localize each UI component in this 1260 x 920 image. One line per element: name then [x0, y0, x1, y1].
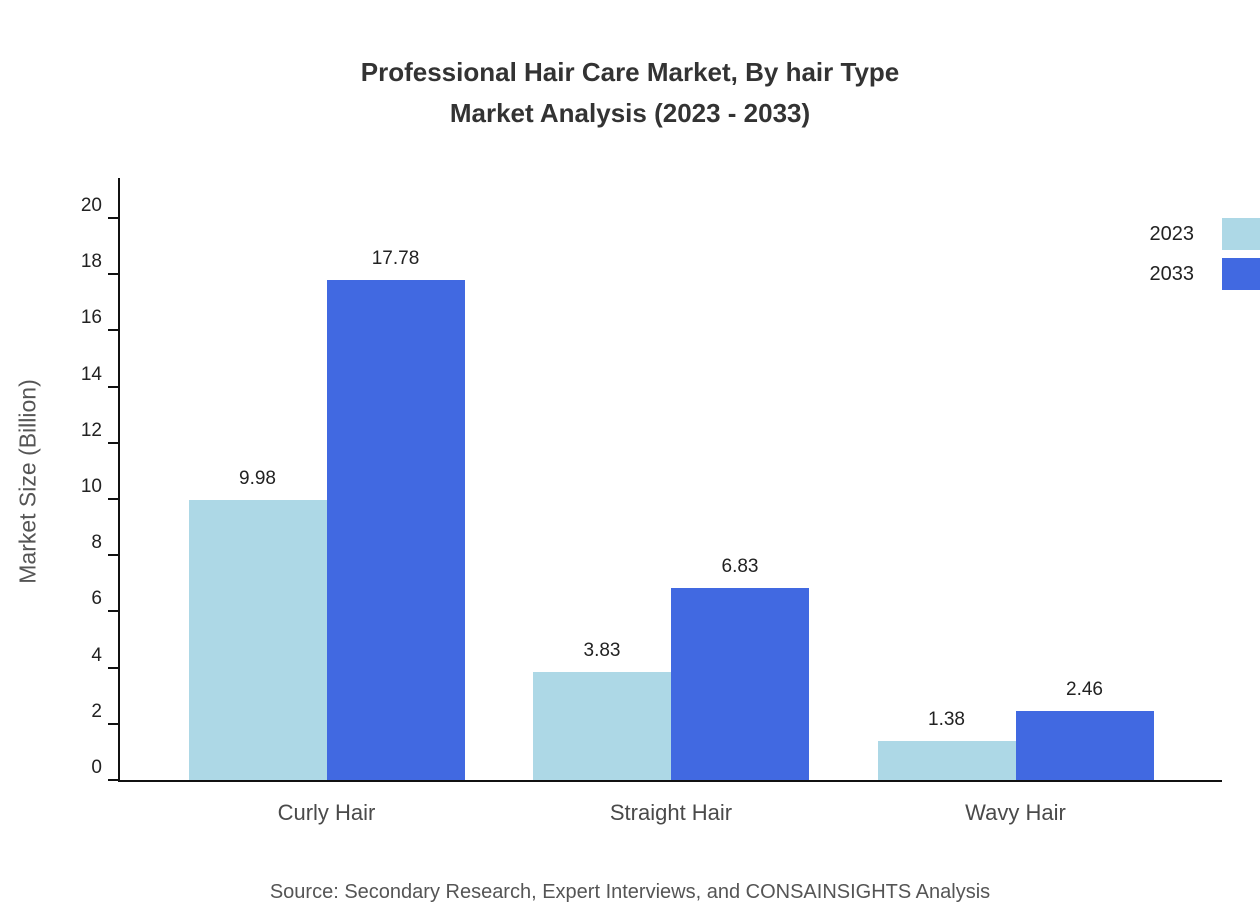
bar-2033-curly-hair — [326, 280, 465, 780]
bar-wrap: 17.78 — [326, 248, 465, 780]
bar-wrap: 6.83 — [671, 556, 809, 780]
bar-group-straight-hair: 3.83 6.83 Straight Hair — [533, 178, 809, 825]
bar-group-curly-hair: 9.98 17.78 Curly Hair — [188, 178, 465, 825]
bar-value-label: 1.38 — [928, 709, 965, 731]
bar-wrap: 3.83 — [533, 640, 671, 780]
y-tick — [108, 554, 120, 557]
y-tick-label: 18 — [80, 251, 102, 273]
bar-value-label: 3.83 — [583, 640, 621, 662]
legend: 2023 2033 — [1150, 218, 1260, 290]
plot-area: 0 2 4 6 8 10 12 14 16 18 20 9.98 17.78 Curly Hair 3.8… — [81, 178, 1222, 825]
y-axis-label: Market Size (Billion) — [14, 379, 41, 584]
legend-label-2033: 2033 — [1149, 262, 1195, 285]
y-tick-label: 6 — [91, 588, 102, 610]
bar-value-label: 2.46 — [1066, 678, 1103, 700]
y-tick — [108, 666, 120, 669]
bar-wrap: 1.38 — [877, 709, 1016, 780]
bar-2033-straight-hair — [671, 588, 809, 780]
y-tick-label: 0 — [91, 757, 102, 778]
bar-2023-wavy-hair — [877, 741, 1016, 780]
category-label: Straight Hair — [609, 800, 733, 825]
bar-value-label: 9.98 — [239, 467, 276, 489]
y-tick-label: 10 — [80, 476, 102, 497]
y-tick — [108, 610, 120, 613]
chart-title: Professional Hair Care Market, By hair T… — [0, 52, 1260, 134]
bar-wrap: 2.46 — [1015, 679, 1154, 780]
legend-swatch-2033 — [1222, 258, 1260, 290]
chart-title-line1: Professional Hair Care Market, By hair T… — [360, 57, 900, 87]
category-label: Curly Hair — [277, 800, 376, 825]
bar-group-wavy-hair: 1.38 2.46 Wavy Hair — [877, 178, 1154, 825]
bar-groups: 9.98 17.78 Curly Hair 3.83 6.83 Straight Hair… — [120, 178, 1222, 825]
y-tick — [108, 498, 120, 500]
bar-2023-straight-hair — [533, 672, 671, 780]
bar-2033-wavy-hair — [1015, 710, 1154, 780]
bar-value-label: 17.78 — [371, 248, 420, 270]
y-tick-label: 14 — [80, 363, 102, 385]
y-tick — [108, 217, 120, 219]
source-text: Source: Secondary Research, Expert Inter… — [269, 881, 991, 903]
category-label: Wavy Hair — [965, 800, 1066, 825]
y-tick — [108, 441, 120, 444]
bar-wrap: 9.98 — [188, 468, 327, 780]
y-tick-label: 20 — [80, 195, 102, 216]
legend-swatch-2023 — [1222, 218, 1260, 250]
y-tick — [108, 779, 120, 781]
legend-label-2023: 2023 — [1149, 222, 1195, 245]
y-tick-label: 8 — [91, 532, 102, 554]
y-tick-label: 12 — [80, 419, 102, 441]
bar-value-label: 6.83 — [721, 556, 759, 578]
y-tick — [108, 385, 120, 388]
y-tick — [108, 722, 120, 725]
y-tick — [108, 329, 120, 332]
y-tick-label: 4 — [91, 644, 102, 666]
bar-2023-curly-hair — [188, 499, 327, 780]
legend-row: 2023 — [1150, 218, 1260, 250]
chart-title-line2: Market Analysis (2023 - 2033) — [449, 98, 811, 128]
y-tick — [108, 273, 120, 276]
legend-row: 2033 — [1150, 258, 1260, 290]
y-tick-label: 16 — [80, 307, 102, 329]
y-tick-label: 2 — [91, 700, 102, 722]
